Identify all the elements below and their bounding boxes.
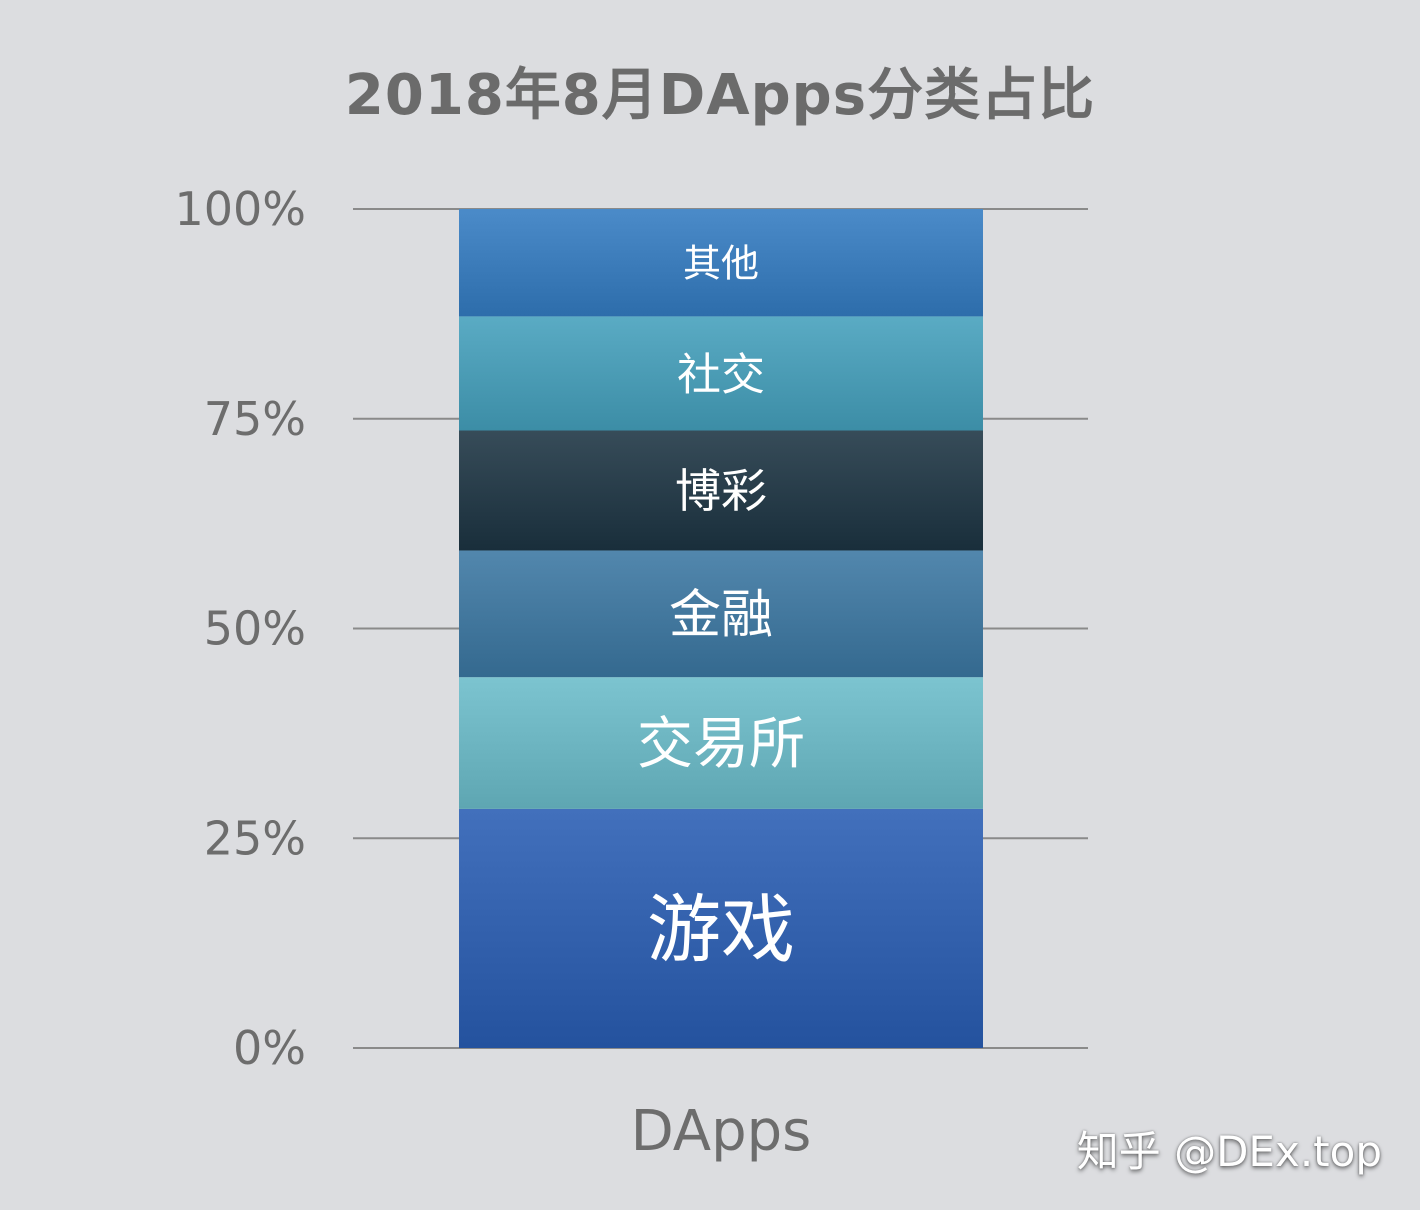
- segment-label: 金融: [669, 586, 773, 646]
- bar-segments: [459, 209, 983, 1048]
- bar-segment: [459, 209, 983, 317]
- bar-segment: [459, 808, 983, 1048]
- segment-labels: 游戏 交易所 金融 博彩 社交 其他: [637, 241, 805, 973]
- segment-label: 社交: [677, 349, 765, 400]
- segment-label: 游戏: [647, 887, 795, 973]
- y-tick-label: 75%: [204, 392, 306, 446]
- y-tick-label: 25%: [204, 811, 306, 865]
- watermark-text: 知乎 @DEx.top: [1076, 1127, 1382, 1176]
- x-category-label: DApps: [631, 1099, 812, 1164]
- y-tick-label: 100%: [174, 182, 306, 236]
- y-tick-label: 0%: [233, 1021, 306, 1075]
- chart-title: 2018年8月DApps分类占比: [344, 63, 1096, 128]
- segment-label: 交易所: [637, 712, 805, 777]
- bar-segment: [459, 430, 983, 551]
- bar-segment: [459, 550, 983, 678]
- y-tick-label: 50%: [204, 602, 306, 656]
- x-axis-categories: DApps: [631, 1099, 812, 1164]
- bar-segment: [459, 677, 983, 809]
- segment-label: 其他: [683, 241, 759, 285]
- bar-segment: [459, 316, 983, 431]
- y-axis-ticks: 0% 25% 50% 75% 100%: [174, 182, 306, 1075]
- segment-label: 博彩: [675, 464, 767, 518]
